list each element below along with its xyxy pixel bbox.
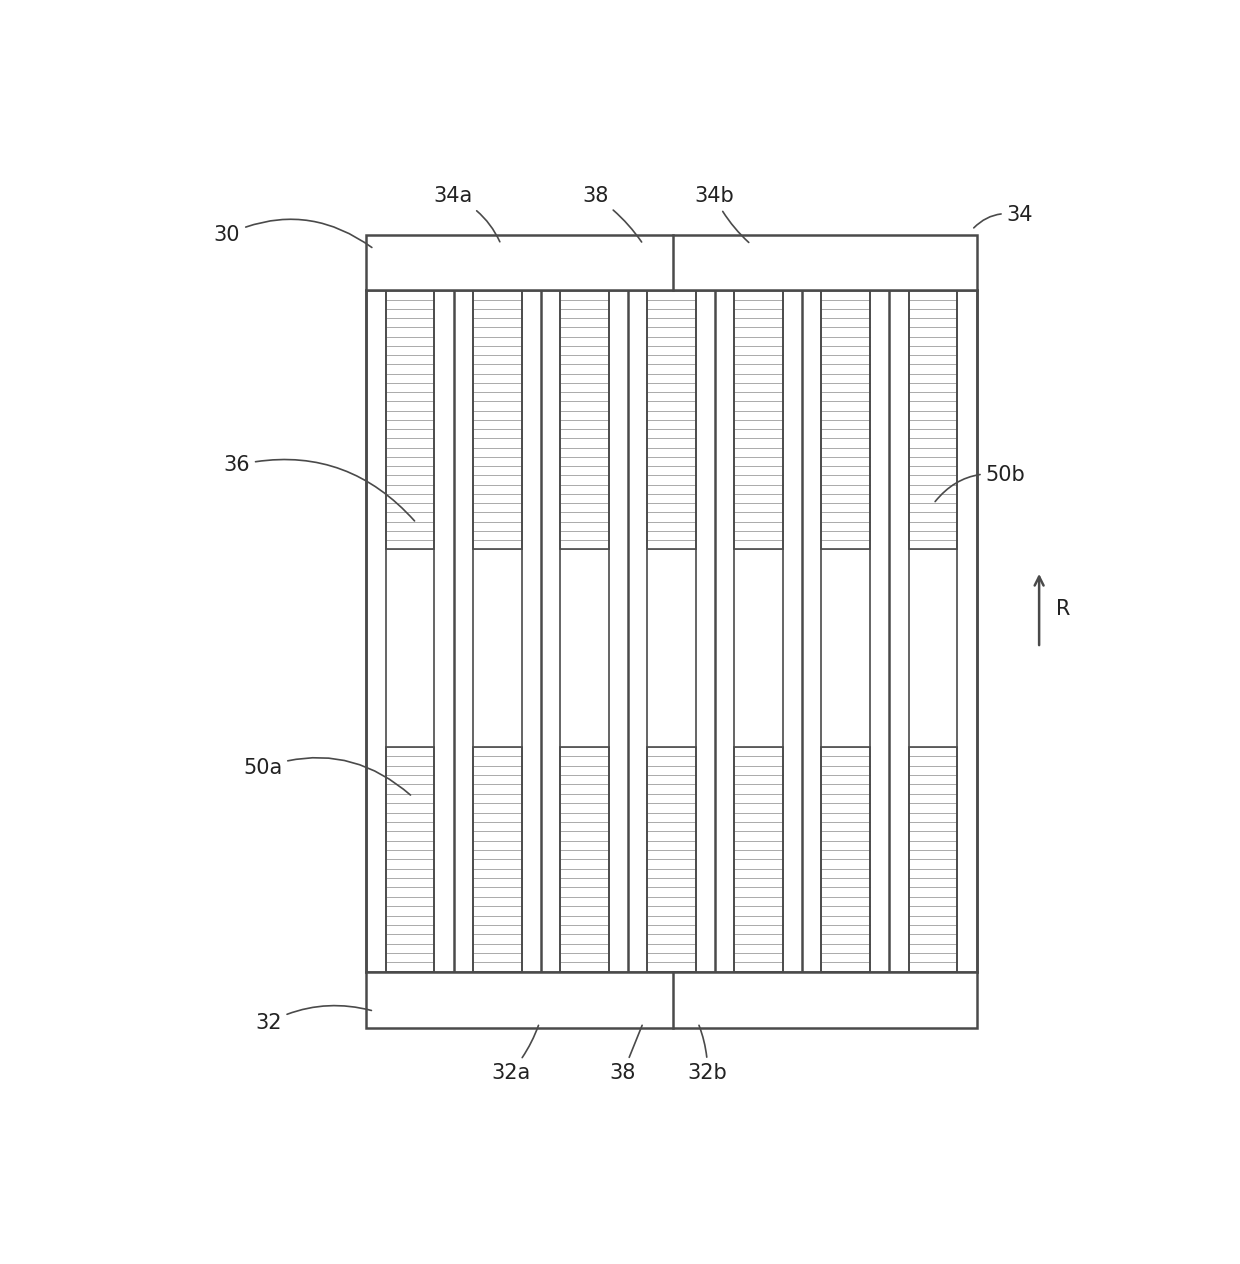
Bar: [472, 291, 522, 550]
Bar: [909, 291, 957, 550]
Text: 32a: 32a: [491, 1025, 538, 1083]
Bar: [367, 235, 977, 291]
Text: 36: 36: [223, 455, 414, 521]
Bar: [367, 291, 977, 972]
Bar: [909, 747, 957, 972]
Bar: [386, 747, 434, 972]
Text: 30: 30: [213, 219, 372, 248]
Bar: [734, 747, 784, 972]
Bar: [821, 747, 870, 972]
Bar: [472, 747, 522, 972]
Text: 34: 34: [973, 206, 1033, 228]
Bar: [560, 291, 609, 550]
Text: R: R: [1056, 599, 1071, 619]
Text: 38: 38: [610, 1025, 642, 1083]
Bar: [647, 747, 696, 972]
Bar: [821, 291, 870, 550]
Text: 38: 38: [582, 186, 641, 241]
Bar: [386, 291, 434, 550]
Bar: [647, 291, 696, 550]
Text: 32b: 32b: [688, 1025, 728, 1083]
Bar: [367, 972, 977, 1028]
Bar: [734, 291, 784, 550]
Text: 50a: 50a: [243, 757, 410, 795]
Text: 32: 32: [255, 1006, 372, 1033]
Text: 34b: 34b: [694, 186, 749, 243]
Bar: [560, 747, 609, 972]
Text: 34a: 34a: [433, 186, 500, 241]
Text: 50b: 50b: [935, 465, 1025, 502]
